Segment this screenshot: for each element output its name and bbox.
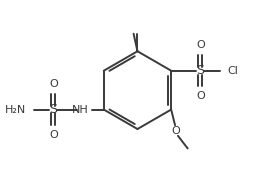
Text: S: S <box>49 103 57 116</box>
Text: H₂N: H₂N <box>5 105 26 115</box>
Text: O: O <box>196 40 205 50</box>
Text: S: S <box>196 64 204 77</box>
Text: NH: NH <box>72 105 88 115</box>
Text: O: O <box>49 79 58 89</box>
Text: O: O <box>196 91 205 101</box>
Text: Cl: Cl <box>227 66 238 76</box>
Text: O: O <box>172 126 180 136</box>
Text: O: O <box>49 130 58 140</box>
